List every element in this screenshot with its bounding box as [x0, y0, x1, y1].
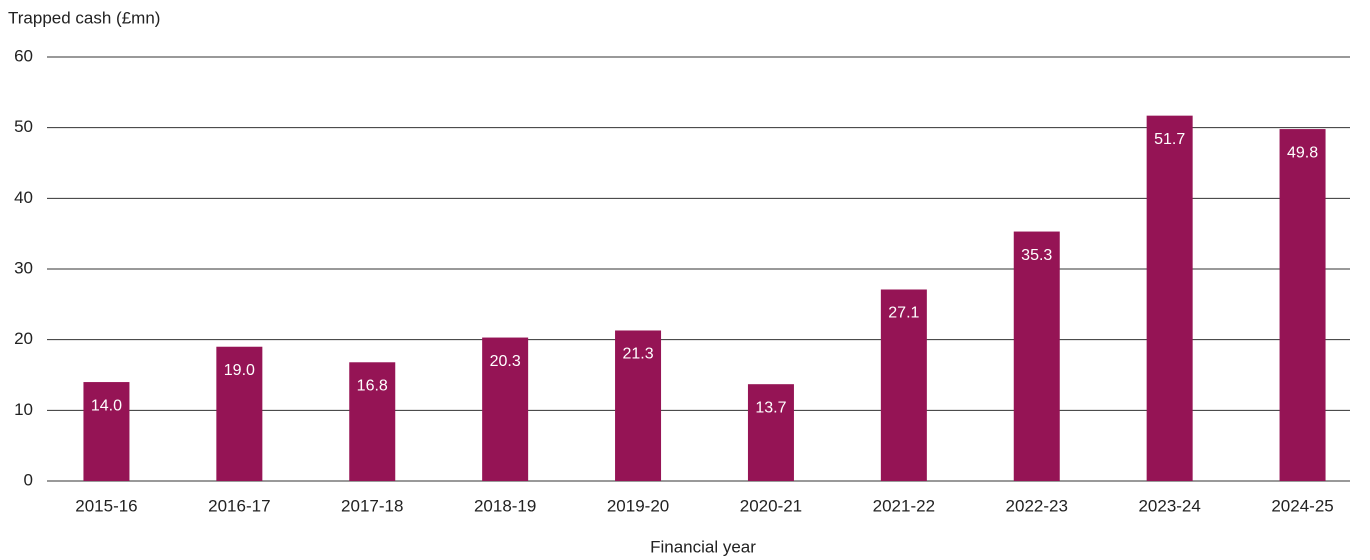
bar: [615, 330, 662, 481]
value-label: 27.1: [888, 305, 919, 322]
y-axis-label: Trapped cash (£mn): [8, 8, 160, 27]
y-tick-label: 60: [14, 46, 33, 65]
x-tick-label: 2021-22: [873, 496, 935, 515]
x-tick-label: 2020-21: [740, 496, 802, 515]
y-tick-label: 40: [14, 188, 33, 207]
bar: [83, 382, 130, 481]
y-tick-label: 50: [14, 117, 33, 136]
bar: [349, 362, 396, 481]
x-tick-label: 2017-18: [341, 496, 403, 515]
value-label: 21.3: [622, 346, 653, 363]
x-tick-label: 2015-16: [75, 496, 137, 515]
x-tick-label: 2022-23: [1006, 496, 1068, 515]
x-axis-label: Financial year: [650, 537, 756, 556]
value-label: 14.0: [91, 397, 122, 414]
bar: [1146, 115, 1193, 482]
value-label: 51.7: [1154, 131, 1185, 148]
bar: [880, 289, 927, 481]
x-tick-label: 2023-24: [1138, 496, 1200, 515]
bar: [747, 384, 794, 481]
y-tick-label: 0: [24, 470, 33, 489]
x-tick-label: 2016-17: [208, 496, 270, 515]
y-tick-label: 20: [14, 329, 33, 348]
value-label: 35.3: [1021, 247, 1052, 264]
bar: [1013, 231, 1060, 481]
value-label: 20.3: [490, 353, 521, 370]
value-label: 49.8: [1287, 144, 1318, 161]
x-tick-label: 2024-25: [1271, 496, 1333, 515]
x-tick-label: 2018-19: [474, 496, 536, 515]
x-tick-label: 2019-20: [607, 496, 669, 515]
value-label: 19.0: [224, 362, 255, 379]
bar: [1279, 129, 1326, 481]
bar: [216, 346, 263, 481]
value-label: 16.8: [357, 377, 388, 394]
value-label: 13.7: [755, 399, 786, 416]
bar: [482, 337, 529, 481]
y-tick-label: 10: [14, 400, 33, 419]
y-tick-label: 30: [14, 258, 33, 277]
